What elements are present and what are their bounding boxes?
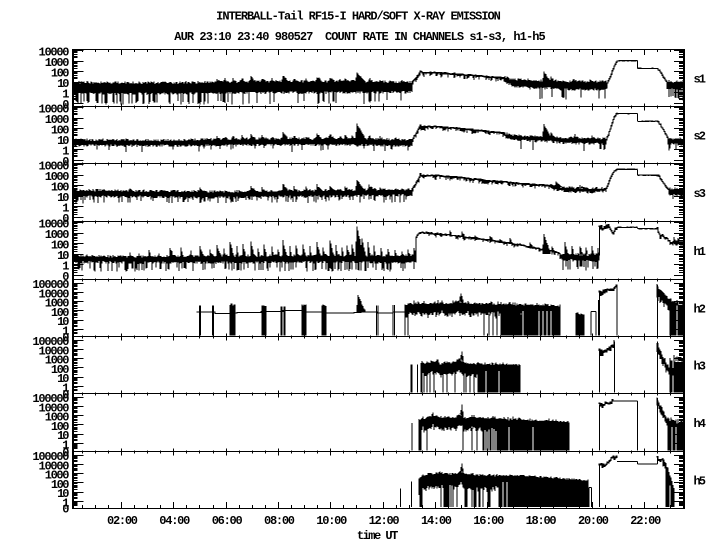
svg-text:1000: 1000	[45, 297, 70, 311]
svg-text:10: 10	[57, 134, 69, 148]
svg-text:0: 0	[62, 446, 69, 460]
svg-text:10: 10	[57, 249, 69, 263]
svg-text:h1: h1	[694, 245, 706, 259]
svg-text:0: 0	[62, 212, 69, 226]
svg-text:0: 0	[62, 270, 69, 284]
svg-text:22:00: 22:00	[630, 514, 661, 528]
svg-text:02:00: 02:00	[107, 514, 138, 528]
svg-text:100: 100	[51, 420, 70, 434]
svg-text:INTERBALL-Tail RF15-I HARD/SOF: INTERBALL-Tail RF15-I HARD/SOFT X-RAY EM…	[216, 9, 501, 23]
svg-text:0: 0	[62, 98, 69, 112]
svg-text:10000: 10000	[39, 46, 70, 60]
svg-text:1000: 1000	[45, 56, 70, 70]
svg-text:1: 1	[62, 382, 69, 396]
svg-text:100000: 100000	[32, 335, 69, 349]
svg-text:100: 100	[51, 67, 70, 81]
svg-text:h5: h5	[694, 474, 706, 488]
svg-text:10: 10	[57, 429, 69, 443]
svg-text:100: 100	[51, 478, 70, 492]
svg-text:0: 0	[62, 388, 69, 402]
svg-text:10000: 10000	[39, 402, 70, 416]
svg-text:1000: 1000	[45, 469, 70, 483]
svg-text:10: 10	[57, 315, 69, 329]
svg-text:04:00: 04:00	[159, 514, 190, 528]
svg-text:s2: s2	[694, 129, 706, 143]
svg-text:10: 10	[57, 487, 69, 501]
svg-text:1000: 1000	[45, 113, 70, 127]
svg-text:AUR 23:10 23:40 980527 COUNT: AUR 23:10 23:40 980527 COUNT RATE IN CHA…	[174, 30, 545, 44]
svg-text:18:00: 18:00	[526, 514, 557, 528]
svg-text:100: 100	[51, 239, 70, 253]
svg-text:0: 0	[62, 331, 69, 345]
svg-text:h4: h4	[694, 417, 706, 431]
svg-text:12:00: 12:00	[369, 514, 400, 528]
svg-text:10: 10	[57, 372, 69, 386]
svg-text:1: 1	[62, 325, 69, 339]
svg-text:100: 100	[51, 181, 70, 195]
svg-text:10000: 10000	[39, 460, 70, 474]
svg-text:1000: 1000	[45, 170, 70, 184]
svg-text:10000: 10000	[39, 345, 70, 359]
svg-text:10000: 10000	[39, 218, 70, 232]
svg-text:10: 10	[57, 191, 69, 205]
svg-text:10: 10	[57, 77, 69, 91]
svg-text:1: 1	[62, 260, 69, 274]
svg-text:08:00: 08:00	[264, 514, 295, 528]
svg-text:10000: 10000	[39, 160, 70, 174]
svg-text:10000: 10000	[39, 288, 70, 302]
svg-text:0: 0	[62, 155, 69, 169]
svg-text:1: 1	[62, 497, 69, 511]
svg-text:1: 1	[62, 202, 69, 216]
svg-text:20:00: 20:00	[578, 514, 609, 528]
svg-text:time UT: time UT	[357, 529, 399, 543]
svg-text:s1: s1	[694, 72, 706, 86]
svg-text:1000: 1000	[45, 411, 70, 425]
svg-text:100: 100	[51, 363, 70, 377]
svg-text:100000: 100000	[32, 278, 69, 292]
svg-text:h3: h3	[694, 360, 706, 374]
svg-text:10000: 10000	[39, 103, 70, 117]
svg-text:1: 1	[62, 145, 69, 159]
svg-text:16:00: 16:00	[473, 514, 504, 528]
svg-text:10:00: 10:00	[316, 514, 347, 528]
svg-text:1: 1	[62, 88, 69, 102]
svg-text:1: 1	[62, 439, 69, 453]
svg-text:1000: 1000	[45, 228, 70, 242]
svg-text:06:00: 06:00	[212, 514, 243, 528]
svg-text:100: 100	[51, 124, 70, 138]
svg-text:100000: 100000	[32, 450, 69, 464]
svg-text:s3: s3	[694, 187, 706, 201]
svg-text:h2: h2	[694, 303, 706, 317]
svg-text:100000: 100000	[32, 392, 69, 406]
svg-text:1000: 1000	[45, 354, 70, 368]
svg-text:0: 0	[62, 503, 69, 517]
svg-text:100: 100	[51, 306, 70, 320]
svg-text:14:00: 14:00	[421, 514, 452, 528]
